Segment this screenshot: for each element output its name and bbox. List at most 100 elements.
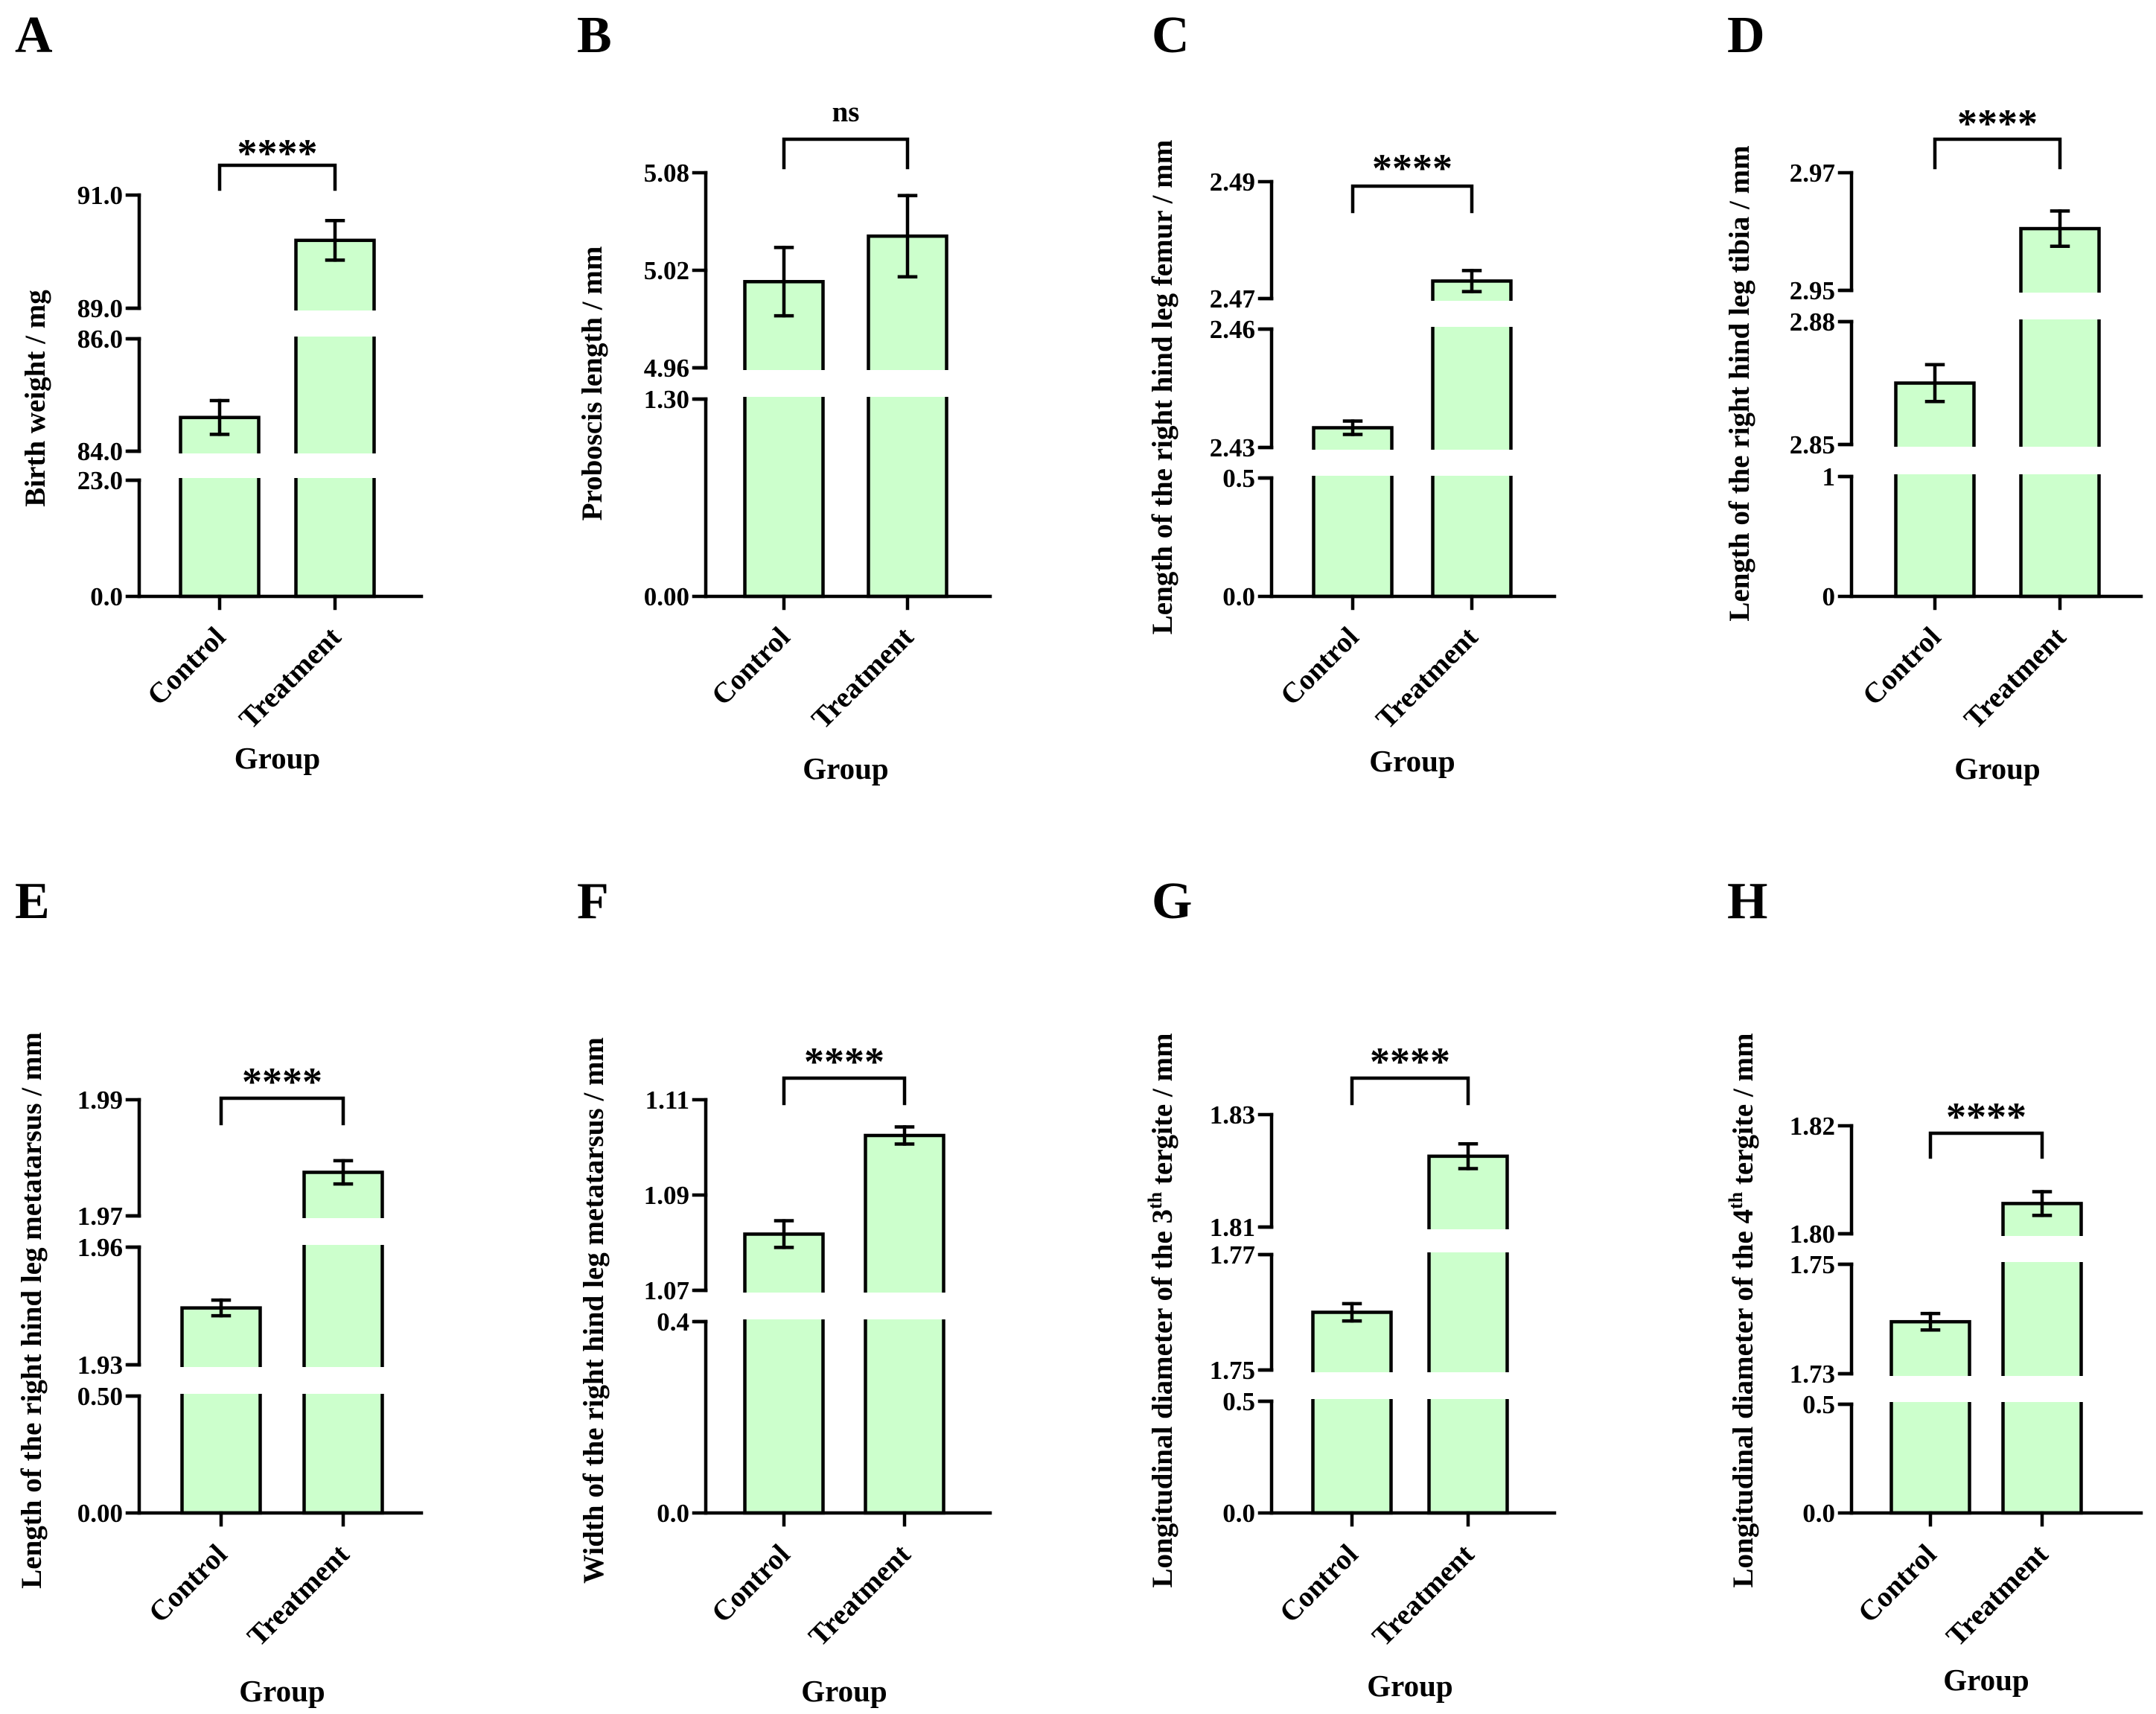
x-category-label: Treatment bbox=[241, 1538, 355, 1652]
y-tick-label: 1.97 bbox=[77, 1202, 123, 1231]
y-axis-label-part: Longitudinal diameter of the 4 bbox=[1727, 1209, 1759, 1587]
y-tick-label: 0.50 bbox=[77, 1382, 123, 1411]
significance-bracket: ns bbox=[782, 96, 910, 170]
error-bar-control bbox=[1920, 1311, 1941, 1332]
y-tick-label: 1.96 bbox=[77, 1233, 123, 1262]
error-bar-treatment bbox=[333, 1159, 354, 1186]
y-tick-label: 84.0 bbox=[77, 437, 123, 466]
significance-bracket: **** bbox=[1933, 101, 2062, 170]
significance-bracket: **** bbox=[219, 1060, 345, 1126]
significance-bracket: **** bbox=[1928, 1095, 2044, 1159]
significance-label: **** bbox=[804, 1039, 884, 1084]
bracket-line bbox=[217, 163, 337, 191]
bracket-line bbox=[1928, 1131, 2044, 1159]
y-tick-label: 1.07 bbox=[644, 1276, 689, 1305]
chart-panel-e: E 0.00 0.501.93 1.961.97 1.99 Control Treatmen… bbox=[15, 873, 424, 1708]
y-tick-label: 1 bbox=[1822, 462, 1836, 491]
y-tick-label: 0 bbox=[1822, 582, 1836, 611]
significance-label: **** bbox=[1957, 101, 2038, 146]
y-tick-label: 1.75 bbox=[1210, 1356, 1255, 1385]
y-axis-label: Length of the right hind leg femur / mm bbox=[1146, 140, 1179, 634]
axis-break-gap bbox=[124, 310, 424, 337]
y-tick-label: 1.77 bbox=[1210, 1240, 1255, 1269]
chart-panel-f: F 0.0 0.41.07 1.09 1.11 Control Treatment Group… bbox=[577, 873, 993, 1708]
y-tick-label: 1.73 bbox=[1790, 1360, 1835, 1389]
y-axis-label: Longitudinal diameter of the 3th tergite… bbox=[1144, 1033, 1179, 1588]
significance-label: **** bbox=[1946, 1095, 2026, 1139]
chart-panel-c: C 0.0 0.52.43 2.462.47 2.49 Control Treatment G… bbox=[1146, 7, 1557, 778]
x-category-label: Control bbox=[1852, 1538, 1943, 1629]
y-tick-label: 2.47 bbox=[1210, 284, 1255, 313]
x-category-label: Control bbox=[1274, 1538, 1365, 1629]
bar-control bbox=[1889, 1319, 1971, 1515]
panel-label: D bbox=[1727, 7, 1765, 64]
error-bar-treatment bbox=[894, 1125, 915, 1146]
x-axis-label: Group bbox=[1367, 1669, 1452, 1703]
x-axis-label: Group bbox=[1369, 744, 1455, 778]
error-bar-treatment bbox=[1461, 269, 1482, 293]
y-tick-label: 0.0 bbox=[1802, 1499, 1835, 1528]
y-tick-label: 0.0 bbox=[1222, 1499, 1255, 1528]
error-bar-control bbox=[209, 398, 230, 436]
error-bar-treatment bbox=[897, 194, 918, 278]
y-tick-label: 1.75 bbox=[1790, 1250, 1835, 1279]
x-category-label: Treatment bbox=[1940, 1538, 2054, 1652]
y-tick-label: 0.5 bbox=[1222, 464, 1255, 493]
y-axis-label-superscript: th bbox=[1725, 1191, 1747, 1209]
significance-label: **** bbox=[242, 1060, 322, 1104]
axis-break-gap bbox=[1257, 450, 1557, 476]
y-axis-label-part: Longitudinal diameter of the 3 bbox=[1146, 1209, 1179, 1587]
bar-treatment bbox=[864, 1133, 945, 1515]
x-category-label: Control bbox=[706, 1538, 797, 1629]
y-tick-label: 5.08 bbox=[644, 159, 689, 188]
bar-treatment bbox=[1427, 1154, 1509, 1515]
axis-break-gap bbox=[1257, 301, 1557, 327]
y-tick-label: 1.81 bbox=[1210, 1213, 1255, 1242]
y-tick-label: 2.85 bbox=[1790, 430, 1835, 459]
bar-treatment bbox=[1431, 279, 1513, 599]
y-axis-label: Width of the right hind leg metatarsus /… bbox=[578, 1037, 610, 1584]
panel-label: E bbox=[15, 873, 50, 930]
significance-bracket: **** bbox=[217, 131, 337, 191]
error-bar-treatment bbox=[2050, 209, 2070, 248]
significance-label: **** bbox=[237, 131, 318, 176]
bar-treatment bbox=[294, 238, 376, 599]
y-tick-label: 2.97 bbox=[1790, 159, 1835, 188]
bracket-line bbox=[782, 1076, 907, 1106]
axis-break-gap bbox=[691, 1293, 993, 1319]
panel-label: G bbox=[1152, 873, 1192, 930]
axis-break-gap bbox=[1837, 1236, 2144, 1262]
axis-break-gap bbox=[124, 1218, 424, 1245]
bar-control bbox=[743, 280, 825, 599]
x-axis-label: Group bbox=[235, 741, 320, 775]
x-category-label: Control bbox=[141, 621, 232, 712]
significance-bracket: **** bbox=[782, 1039, 907, 1106]
y-tick-label: 4.96 bbox=[644, 354, 689, 383]
error-bar-control bbox=[774, 246, 794, 318]
y-tick-label: 2.95 bbox=[1790, 276, 1835, 305]
x-category-label: Control bbox=[143, 1538, 234, 1629]
axis-break-gap bbox=[1837, 447, 2144, 474]
y-tick-label: 0.0 bbox=[90, 582, 123, 611]
bar-control bbox=[180, 1306, 262, 1515]
y-tick-label: 0.0 bbox=[1222, 582, 1255, 611]
y-tick-label: 0.4 bbox=[657, 1307, 689, 1337]
y-tick-label: 0.0 bbox=[657, 1499, 689, 1528]
error-bar-treatment bbox=[2032, 1190, 2053, 1217]
y-tick-label: 1.99 bbox=[77, 1086, 123, 1115]
x-category-label: Treatment bbox=[233, 621, 347, 735]
x-category-label: Treatment bbox=[1958, 621, 2072, 735]
panel-label: C bbox=[1152, 7, 1190, 64]
chart-panel-d: D 0 1 2.85 2.88 2.95 2.97 Control Treatment Group… bbox=[1723, 7, 2144, 786]
significance-label: ns bbox=[832, 96, 860, 128]
y-tick-label: 1.83 bbox=[1210, 1100, 1255, 1130]
y-tick-label: 2.49 bbox=[1210, 168, 1255, 197]
significance-bracket: **** bbox=[1350, 1039, 1470, 1106]
bracket-line bbox=[219, 1096, 345, 1126]
x-axis-label: Group bbox=[1943, 1663, 2029, 1697]
y-tick-label: 2.88 bbox=[1790, 308, 1835, 337]
x-category-label: Treatment bbox=[1370, 621, 1484, 735]
axis-break-gap bbox=[1257, 1372, 1557, 1399]
